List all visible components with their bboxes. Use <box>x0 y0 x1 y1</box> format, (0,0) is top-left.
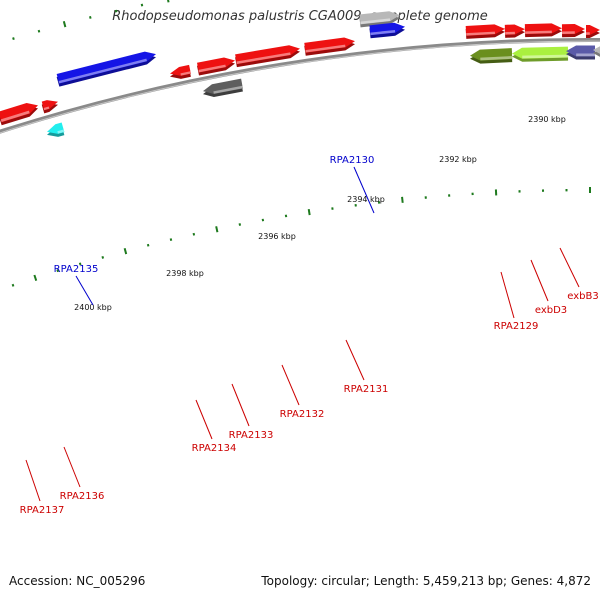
reverse-scale-tick <box>33 274 38 282</box>
forward-scale-tick <box>114 9 118 13</box>
gene-label-exbb3-leader <box>559 247 580 288</box>
gene-arrow-rpa2129 <box>466 31 495 36</box>
gene-layer <box>0 11 600 137</box>
gene-arrow-rpa2133-fwd <box>198 64 226 73</box>
gene-arrow-rpa2132 <box>236 52 291 64</box>
gene-label-rpa2136: RPA2136 <box>60 491 105 502</box>
reverse-scale-tick <box>192 232 196 236</box>
gene-label-rpa2131: RPA2131 <box>344 384 389 395</box>
gene-arrow-rpa2133 <box>213 85 243 94</box>
forward-scale-tick <box>62 21 67 28</box>
gene-label-rpa2130-leader <box>353 166 375 214</box>
gene-arrow-rpa2136-fwd <box>43 106 50 111</box>
gene-label-rpa2133: RPA2133 <box>229 430 274 441</box>
genome-backbone-arc <box>0 38 600 134</box>
gene-label-rpa2137: RPA2137 <box>20 505 65 516</box>
gene-label-rpa2137-leader <box>25 459 41 502</box>
scale-label: 2390 kbp <box>528 115 566 124</box>
gene-arrow-rpa2133 <box>203 78 243 95</box>
gene-label-rpa2132: RPA2132 <box>280 409 325 420</box>
reverse-scale-tick <box>169 238 173 241</box>
genome-summary-text: Topology: circular; Length: 5,459,213 bp… <box>261 574 591 588</box>
label-layer: 2390 kbp 2392 kbp 2394 kbp 2396 kbp 2398 kbp… <box>20 115 599 516</box>
gene-label-rpa2130: RPA2130 <box>330 155 375 166</box>
gene-arrow-rpa2134 <box>180 71 191 76</box>
gene-arrow-rpa2130 <box>370 29 396 36</box>
gene-arrow-exbb3-fwd <box>525 30 552 34</box>
forward-scale-tick <box>12 37 15 41</box>
reverse-scale-tick <box>123 248 128 255</box>
forward-scale-tick <box>167 0 170 3</box>
forward-scale-tick <box>37 29 41 33</box>
gene-label-rpa2135-leader <box>75 275 94 306</box>
gene-label-exbd3: exbD3 <box>535 305 567 316</box>
backbone-layer <box>0 38 600 134</box>
gene-arrow-rpa2137 <box>0 110 30 122</box>
gene-label-rpa2134: RPA2134 <box>192 443 237 454</box>
gene-label-rpa2131-leader <box>345 339 365 381</box>
gene-label-rpa2129: RPA2129 <box>494 321 539 332</box>
scale-label: 2400 kbp <box>74 303 112 312</box>
gene-label-rpa2133-leader <box>231 383 250 427</box>
gene-label-rpa2129-leader <box>500 271 515 319</box>
reverse-scale-tick <box>101 255 105 259</box>
gene-label-rpa2132-leader <box>281 364 300 406</box>
accession-text: Accession: NC_005296 <box>9 574 146 588</box>
scale-label: 2394 kbp <box>347 195 385 204</box>
reverse-scale-tick <box>56 269 60 273</box>
gene-label-exbb3: exbB3 <box>567 291 598 302</box>
forward-scale-tick <box>89 16 92 19</box>
gene-arrow-rpa2130-block <box>360 18 391 25</box>
gene-arrow-exbd3 <box>522 54 569 59</box>
reverse-scale-tick <box>146 243 150 247</box>
gene-label-rpa2134-leader <box>195 399 213 440</box>
reverse-scale-tick <box>307 208 311 216</box>
scale-label: 2396 kbp <box>258 232 296 241</box>
reverse-scale-tick <box>78 262 82 266</box>
gene-arrow-rpa2134 <box>170 64 191 76</box>
gene-label-rpa2135: RPA2135 <box>54 264 99 275</box>
reverse-scale-tick <box>11 283 15 287</box>
reverse-scale-tick <box>401 196 404 203</box>
gene-label-rpa2136-leader <box>63 446 81 488</box>
gene-arrow-rpa2135 <box>58 58 147 84</box>
tick-layer <box>11 0 591 287</box>
gene-arrow-exbd3-olive <box>480 56 513 61</box>
forward-scale-tick <box>140 3 144 7</box>
gene-arrow-rpa2136 <box>57 129 65 134</box>
scale-label: 2398 kbp <box>166 269 204 278</box>
gene-label-exbd3-leader <box>530 259 549 302</box>
reverse-scale-tick <box>215 226 219 233</box>
scale-label: 2392 kbp <box>439 155 477 164</box>
gene-arrow-edge-gray <box>593 46 600 56</box>
gene-arrow-rpa2131 <box>305 44 346 53</box>
genome-backbone-highlight <box>0 40 600 134</box>
